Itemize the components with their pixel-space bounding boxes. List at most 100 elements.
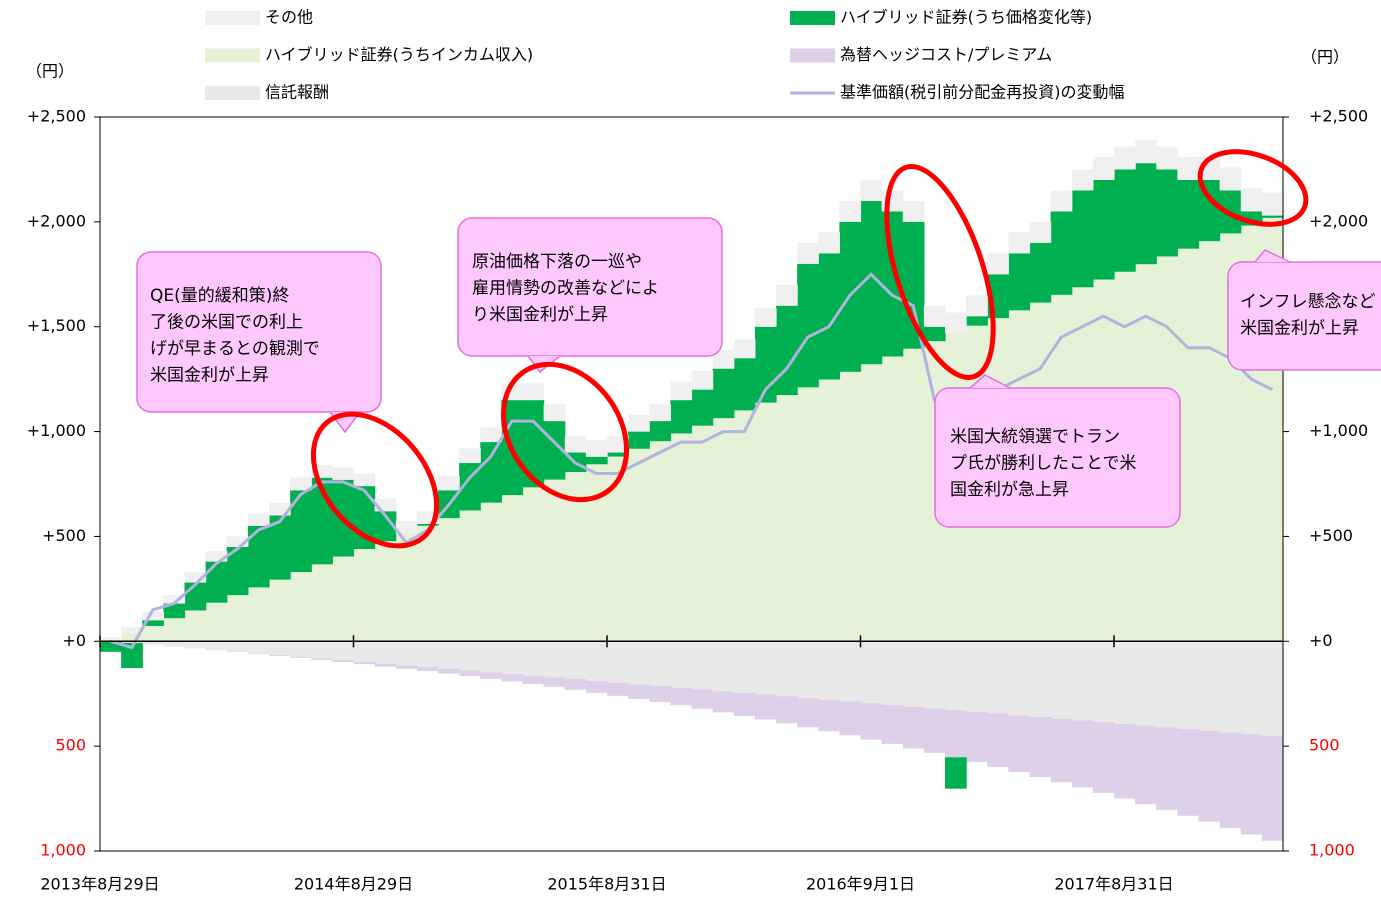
bar-segment (269, 579, 291, 642)
bar-segment (585, 439, 608, 457)
bar-segment (269, 641, 291, 656)
y-tick-label: +0 (62, 631, 86, 650)
bar-segment (733, 692, 756, 716)
bar-segment (1198, 730, 1221, 822)
bar-segment (945, 757, 967, 789)
bar-segment (480, 672, 502, 679)
bar-segment (205, 551, 228, 562)
x-tick-label: 2014年8月29日 (294, 875, 413, 894)
bar-segment (290, 477, 312, 491)
bar-segment (459, 463, 481, 511)
bar-segment (966, 295, 988, 317)
bar-segment (1008, 232, 1031, 254)
callout-text: 米国金利が上昇 (1240, 319, 1359, 339)
bar-segment (881, 356, 904, 642)
bar-segment (1261, 215, 1284, 218)
bar-segment (374, 541, 397, 642)
bar-segment (269, 515, 291, 580)
bar-segment (247, 525, 270, 588)
bar-segment (564, 641, 587, 680)
y-tick-label: +2,000 (27, 211, 86, 230)
bar-segment (290, 641, 312, 657)
callout-box (457, 217, 723, 357)
bar-segment (607, 682, 629, 696)
bar-segment (269, 655, 291, 656)
bar-segment (733, 339, 756, 359)
highlight-ellipse (500, 361, 630, 503)
bar-segment (184, 582, 207, 611)
bar-segment (121, 627, 143, 634)
bar-segment (818, 232, 840, 254)
callout-text: 了後の米国での利上 (150, 313, 303, 333)
bar-segment (1261, 641, 1284, 736)
bar-segment (797, 698, 819, 728)
bar-segment (945, 710, 967, 758)
bar-segment (543, 479, 566, 642)
bar-segment (1050, 190, 1073, 212)
bar-segment (628, 414, 650, 432)
bar-segment (416, 525, 439, 642)
bar-segment (184, 610, 207, 642)
bar-segment (480, 641, 502, 673)
bar-segment (712, 349, 735, 369)
callout-text: 米国金利が上昇 (150, 366, 269, 386)
bar-segment (1092, 179, 1115, 280)
bar-segment (438, 518, 460, 642)
bar-segment (733, 358, 756, 411)
bar-segment (1050, 718, 1073, 783)
legend-label: ハイブリッド証券(うちインカム収入) (265, 45, 533, 64)
y2-tick-label: +500 (1309, 526, 1353, 545)
bar-segment (226, 595, 249, 642)
bar-segment (1198, 641, 1221, 731)
bar-segment (797, 263, 819, 388)
bar-segment (1261, 192, 1284, 216)
bar-segment (247, 653, 270, 654)
bar-segment (628, 448, 650, 642)
bar-segment (628, 641, 650, 685)
bar-segment (522, 487, 545, 642)
bar-segment (670, 400, 693, 434)
bar-segment (923, 305, 946, 327)
bar-segment (607, 456, 629, 642)
bar-segment (564, 679, 587, 690)
bar-segment (902, 221, 925, 349)
bar-segment (1071, 720, 1094, 788)
callout-text: インフレ懸念など (1240, 291, 1376, 312)
bar-segment (1135, 641, 1157, 726)
bar-segment (205, 561, 228, 603)
bar-segment (1135, 163, 1157, 265)
bar-segment (374, 641, 397, 664)
bar-segment (438, 668, 460, 674)
bar-segment (501, 641, 524, 675)
bar-segment (776, 284, 798, 306)
bar-segment (311, 658, 333, 660)
bar-segment (247, 641, 270, 654)
bar-segment (649, 641, 671, 686)
y-tick-label: +2,500 (27, 107, 86, 126)
bar-segment (691, 389, 714, 426)
bar-segment (776, 696, 798, 724)
bar-segment (1177, 641, 1200, 729)
y2-tick-label: +2,500 (1309, 107, 1368, 126)
bar-segment (1219, 167, 1242, 191)
bar-segment (1092, 641, 1115, 723)
y-tick-label: +500 (42, 526, 86, 545)
y2-tick-label: +1,000 (1309, 421, 1368, 440)
bar-segment (754, 641, 777, 695)
bar-segment (987, 713, 1009, 767)
bar-segment (1029, 221, 1052, 243)
bar-segment (247, 587, 270, 642)
bar-segment (987, 641, 1009, 714)
y2-tick-label: 1,000 (1309, 841, 1355, 860)
bar-segment (691, 689, 714, 709)
y-tick-label: 500 (55, 736, 86, 755)
bar-segment (142, 611, 164, 621)
bar-segment (776, 641, 798, 697)
bar-segment (1029, 716, 1052, 777)
bar-segment (628, 684, 650, 699)
bar-segment (670, 687, 693, 706)
bar-segment (1008, 715, 1031, 772)
bar-segment (226, 641, 249, 652)
y-tick-label: +1,000 (27, 421, 86, 440)
legend-label: 信託報酬 (265, 83, 329, 102)
